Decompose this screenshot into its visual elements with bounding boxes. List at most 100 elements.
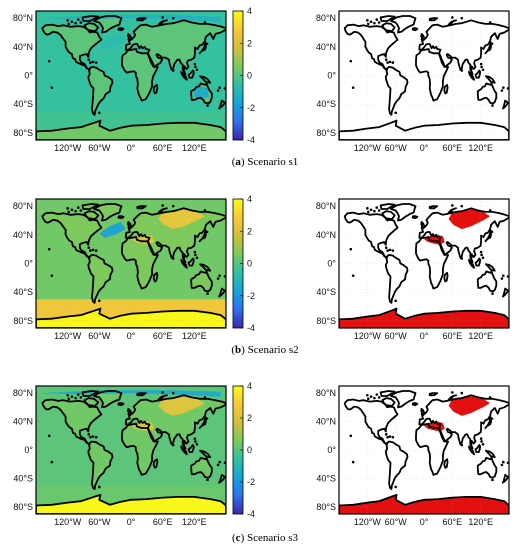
coastline-new-guinea xyxy=(199,75,212,84)
island-20 xyxy=(98,111,101,115)
antarctica-field xyxy=(36,120,226,140)
island-11 xyxy=(460,204,464,208)
island-1 xyxy=(89,249,92,252)
colorbar-tick-label: -2 xyxy=(247,103,255,113)
coastline-africa xyxy=(121,48,159,102)
coastline-novaya-zemlya xyxy=(157,207,168,214)
coastline-ellesmere xyxy=(379,203,396,210)
island-10 xyxy=(203,21,207,24)
coastline-new-zealand xyxy=(218,99,226,110)
island-2 xyxy=(388,60,392,64)
anomaly-siberia xyxy=(158,396,205,416)
map-panel-c-right: 120°W 60°W 0° 60°E 120°E 80°N 40°N 0° 40°S 80°S xyxy=(316,385,510,527)
island-15 xyxy=(479,250,483,254)
coastline-sumatra xyxy=(468,71,475,81)
panel-letter: c xyxy=(236,532,241,544)
panel-caption-b: (b) Scenario s2 xyxy=(231,344,298,356)
coastline-uk xyxy=(420,33,426,41)
land-field-africa xyxy=(122,423,158,475)
colorbar-tick-label: -4 xyxy=(247,135,255,145)
colorbar-tick-label: 4 xyxy=(247,381,252,391)
land-field-greenland xyxy=(94,16,122,33)
y-tick-label: 40°N xyxy=(316,417,336,427)
y-tick-label: 40°S xyxy=(13,473,33,483)
y-tick-label: 40°S xyxy=(316,473,336,483)
island-8 xyxy=(366,207,369,210)
y-tick-label: 0° xyxy=(24,259,33,269)
coastline-south-america xyxy=(384,66,409,116)
coastline-antarctica xyxy=(339,493,509,514)
island-1 xyxy=(386,435,389,439)
map-panel-a-right: 120°W 60°W 0° 60°E 120°E 80°N 40°N 0° 40°S 80°S xyxy=(316,10,510,153)
x-tick-label: 60°W xyxy=(88,517,111,527)
island-13 xyxy=(480,440,483,443)
panel-caption-a: (a) Scenario s1 xyxy=(232,156,299,168)
map-frame xyxy=(35,385,227,515)
coastline-south-america xyxy=(87,66,114,116)
coastline-new-guinea xyxy=(485,449,496,458)
coastline-new-zealand xyxy=(502,287,509,298)
coastline-borneo xyxy=(474,69,482,79)
coastline-uk xyxy=(420,407,426,416)
panel-letter: a xyxy=(235,156,241,168)
land-field-north-america xyxy=(42,212,102,258)
x-tick-label: 0° xyxy=(127,143,136,153)
map-frame xyxy=(35,10,227,141)
island-20 xyxy=(394,111,397,115)
coastline-australia xyxy=(190,270,213,293)
coastline-iceland xyxy=(411,27,419,32)
island-15 xyxy=(193,250,197,254)
island-14 xyxy=(481,256,485,260)
colorbar-c-left: 4 2 0 -2 -4 xyxy=(232,381,255,519)
island-3 xyxy=(94,435,98,439)
y-tick-label: 40°N xyxy=(13,42,33,52)
x-tick-label: 60°E xyxy=(153,331,173,341)
coastline-iceland xyxy=(117,215,125,220)
island-3 xyxy=(391,435,395,439)
island-18 xyxy=(218,460,221,464)
island-3 xyxy=(94,61,98,64)
coastline-sumatra xyxy=(468,259,475,269)
island-16 xyxy=(491,104,494,107)
island-17 xyxy=(460,443,464,447)
map-layers xyxy=(339,11,509,140)
coastline-australia xyxy=(190,456,213,479)
y-tick-label: 0° xyxy=(24,71,33,81)
x-tick-label: 0° xyxy=(420,331,429,341)
island-9 xyxy=(76,393,80,396)
coastline-japan xyxy=(484,416,494,429)
map-panel-c-left: 120°W 60°W 0° 60°E 120°E 80°N 40°N 0° 40°S 80°S xyxy=(13,385,227,527)
island-23 xyxy=(349,247,353,251)
x-tick-label: 60°W xyxy=(88,331,111,341)
island-22 xyxy=(216,277,220,280)
y-tick-label: 80°N xyxy=(13,13,33,23)
anomaly-australia xyxy=(193,86,210,99)
coastline-australia xyxy=(476,82,498,105)
island-4 xyxy=(79,209,83,212)
island-8 xyxy=(66,207,69,210)
panel-caption-text: Scenario s2 xyxy=(248,344,299,356)
y-tick-label: 40°S xyxy=(13,287,33,297)
island-0 xyxy=(384,433,388,436)
island-2 xyxy=(91,248,95,252)
island-3 xyxy=(391,61,395,64)
coastline-new-guinea xyxy=(199,449,212,458)
island-11 xyxy=(171,16,175,20)
coastline-new-guinea xyxy=(485,75,496,84)
island-16 xyxy=(206,478,209,482)
coastline-svalbard xyxy=(136,205,147,210)
y-tick-label: 80°S xyxy=(316,316,336,326)
coastline-sumatra xyxy=(180,259,188,269)
map-frame xyxy=(338,198,510,329)
island-20 xyxy=(98,485,101,489)
x-tick-label: 120°E xyxy=(468,331,493,341)
island-7 xyxy=(366,210,370,214)
coastline-borneo xyxy=(474,257,482,267)
island-2 xyxy=(388,435,392,438)
island-8 xyxy=(66,19,69,22)
colorbar-b-left: 4 2 0 -2 -4 xyxy=(232,194,255,333)
coastline-baffin xyxy=(381,210,396,220)
y-tick-label: 0° xyxy=(327,259,336,269)
island-6 xyxy=(70,395,74,398)
